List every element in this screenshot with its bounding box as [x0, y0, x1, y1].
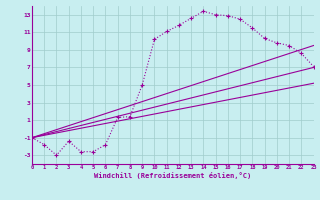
- X-axis label: Windchill (Refroidissement éolien,°C): Windchill (Refroidissement éolien,°C): [94, 172, 252, 179]
